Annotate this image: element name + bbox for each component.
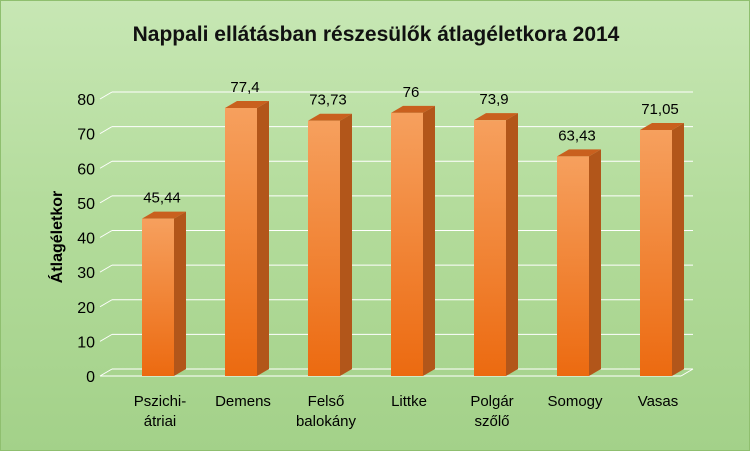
y-tick-label: 50 [77, 196, 95, 213]
bar-2: 73,73 [308, 92, 352, 377]
gridline-depth [99, 160, 113, 169]
bar-front [640, 129, 672, 376]
bar-3: 76 [391, 84, 435, 376]
x-tick-label: Polgár [470, 393, 513, 410]
bar-front [391, 112, 423, 376]
x-tick-label: balokány [296, 413, 357, 430]
bar-side [257, 101, 269, 376]
bar-front [225, 108, 257, 376]
data-label: 45,44 [143, 190, 181, 207]
x-tick-label: Felső [308, 393, 345, 410]
bar-side [174, 211, 186, 376]
bar-side [423, 105, 435, 376]
x-tick-label: szőlő [474, 413, 509, 430]
bar-top [308, 113, 352, 121]
bar-front [557, 156, 589, 376]
bar-side [589, 149, 601, 376]
data-label: 76 [403, 84, 420, 101]
gridline-depth [99, 333, 113, 342]
x-tick-label: Somogy [547, 393, 603, 410]
x-tick-label: Littke [391, 393, 427, 410]
y-tick-label: 30 [77, 265, 95, 282]
bar-front [142, 218, 174, 376]
gridline-depth [99, 195, 113, 204]
y-tick-label: 60 [77, 161, 95, 178]
bar-top [640, 122, 684, 130]
bars: 45,44 77,4 73,73 76 73,9 63,43 71,05 [142, 79, 684, 377]
y-tick-label: 80 [77, 92, 95, 109]
gridline-depth [99, 368, 113, 377]
floor-edge-depth [680, 368, 694, 377]
y-tick-label: 10 [77, 334, 95, 351]
x-tick-label: Vasas [638, 393, 679, 410]
y-tick-label: 0 [86, 369, 95, 386]
gridline-depth [99, 299, 113, 308]
bar-side [506, 113, 518, 376]
data-label: 71,05 [641, 101, 679, 118]
y-tick-label: 40 [77, 231, 95, 248]
y-axis-label: Átlagéletkor [47, 191, 66, 283]
bar-top [474, 113, 518, 121]
y-tick-label: 20 [77, 300, 95, 317]
bar-side [672, 122, 684, 376]
bar-front [308, 120, 340, 377]
gridline-depth [99, 230, 113, 238]
x-tick-label: Pszichi- [134, 393, 187, 410]
x-tick-label: Demens [215, 393, 271, 410]
bar-4: 73,9 [474, 91, 518, 376]
bar-top [557, 149, 601, 157]
bar-5: 63,43 [557, 127, 601, 376]
gridline-depth [99, 264, 113, 273]
y-axis-ticks: 0 10 20 30 40 50 60 70 80 [77, 92, 95, 386]
bar-top [225, 101, 269, 109]
gridline-depth [99, 126, 113, 135]
bar-top [391, 105, 435, 113]
x-tick-label: átriai [144, 413, 177, 430]
bar-top [142, 211, 186, 219]
data-label: 73,73 [309, 92, 347, 109]
bar-front [474, 120, 506, 376]
data-label: 77,4 [230, 79, 259, 96]
data-label: 63,43 [558, 127, 596, 144]
gridline-depth [99, 91, 113, 100]
y-tick-label: 70 [77, 127, 95, 144]
x-axis-ticks: Pszichi-átriai Demens Felső balokány Littke P… [134, 393, 679, 430]
bar-0: 45,44 [142, 190, 186, 376]
bar-1: 77,4 [225, 79, 269, 376]
chart-title: Nappali ellátásban részesülők átlagéletk… [133, 23, 620, 46]
bar-6: 71,05 [640, 101, 684, 376]
bar-side [340, 113, 352, 377]
data-label: 73,9 [479, 91, 508, 108]
